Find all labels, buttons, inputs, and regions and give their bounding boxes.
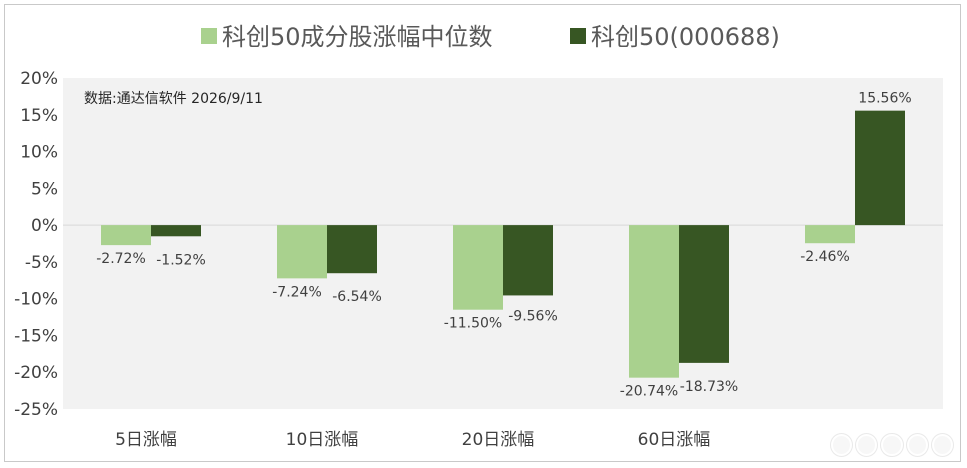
y-tick-label: -20% xyxy=(14,363,58,383)
y-tick-label: 20% xyxy=(20,69,58,89)
bar-series-1 xyxy=(629,225,679,378)
watermark-dot xyxy=(906,434,928,456)
bar-series-2 xyxy=(679,225,729,363)
data-label-series-2: -6.54% xyxy=(332,289,382,305)
data-label-series-1: -2.72% xyxy=(96,251,146,267)
data-label-series-1: -20.74% xyxy=(620,384,678,400)
y-tick-label: 0% xyxy=(31,216,58,236)
y-tick-label: -10% xyxy=(14,290,58,310)
bar-series-1 xyxy=(805,225,855,244)
legend: 科创50成分股涨幅中位数 科创50(000688) xyxy=(201,23,780,51)
x-tick-label: 5日涨幅 xyxy=(115,430,177,450)
source-annotation: 数据:通达信软件 2026/9/11 xyxy=(84,91,263,107)
x-tick-label: 60日涨幅 xyxy=(638,430,711,450)
watermark-dot xyxy=(831,434,853,456)
bar-series-2 xyxy=(151,225,201,237)
watermark-dot xyxy=(881,434,903,456)
watermark-dot xyxy=(856,434,878,456)
y-tick-label: -5% xyxy=(25,253,58,273)
data-label-series-1: -2.46% xyxy=(800,249,850,265)
bar-series-1 xyxy=(101,225,151,246)
y-tick-label: 15% xyxy=(20,106,58,126)
watermark-dot xyxy=(931,434,954,456)
legend-swatch-series-2 xyxy=(570,28,586,44)
y-axis: 20% 15% 10% 5% 0% -5% -10% -15% -20% -25% xyxy=(14,69,58,420)
data-label-series-2: -1.52% xyxy=(156,252,206,268)
bar-series-2 xyxy=(327,225,377,274)
data-labels: -2.72% -1.52% -7.24% -6.54% -11.50% -9.56% -20… xyxy=(96,91,911,400)
y-tick-label: -25% xyxy=(14,400,58,420)
legend-label-series-2: 科创50(000688) xyxy=(591,23,780,51)
legend-label-series-1: 科创50成分股涨幅中位数 xyxy=(222,23,493,51)
bar-series-2 xyxy=(855,110,905,226)
data-label-series-1: -7.24% xyxy=(272,284,322,300)
bar-series-1 xyxy=(453,225,503,310)
x-tick-label: 20日涨幅 xyxy=(462,430,535,450)
watermark xyxy=(831,434,954,456)
y-tick-label: -15% xyxy=(14,326,58,346)
data-label-series-1: -11.50% xyxy=(444,316,502,332)
bar-series-2 xyxy=(503,225,553,296)
x-tick-label: 10日涨幅 xyxy=(286,430,359,450)
x-axis: 5日涨幅 10日涨幅 20日涨幅 60日涨幅 xyxy=(115,430,710,450)
bar-series-1 xyxy=(277,225,327,279)
data-label-series-2: -9.56% xyxy=(508,308,558,324)
legend-swatch-series-1 xyxy=(201,28,217,44)
data-label-series-2: -18.73% xyxy=(680,379,738,395)
bars xyxy=(63,110,943,378)
y-tick-label: 5% xyxy=(31,179,58,199)
y-tick-label: 10% xyxy=(20,143,58,163)
data-label-series-2: 15.56% xyxy=(858,91,911,107)
